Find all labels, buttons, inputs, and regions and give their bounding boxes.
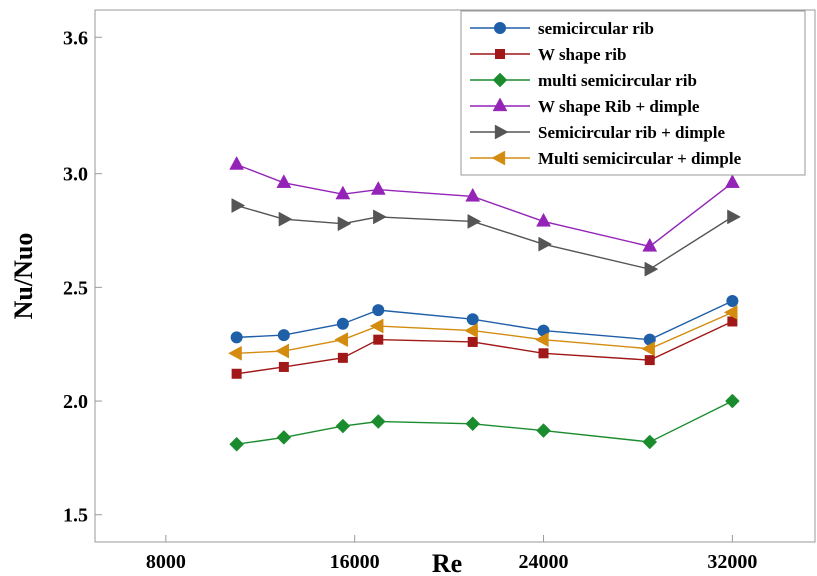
- series-line: [236, 300, 733, 341]
- series-line: [236, 163, 733, 248]
- y-tick-label: 3.0: [63, 164, 88, 186]
- legend-marker: [492, 72, 508, 88]
- data-point: [536, 212, 551, 227]
- series-0: [230, 295, 739, 346]
- data-point: [228, 345, 242, 361]
- data-point: [335, 418, 351, 434]
- data-point: [231, 368, 242, 379]
- series-line: [236, 204, 733, 270]
- data-point: [536, 423, 551, 438]
- data-point: [229, 436, 244, 452]
- plot-frame: [94, 9, 816, 543]
- series-layer: [228, 156, 741, 452]
- data-point: [534, 332, 549, 348]
- legend-label: W shape Rib + dimple: [538, 97, 700, 116]
- data-point: [369, 318, 384, 334]
- data-point: [370, 414, 386, 429]
- data-point: [466, 313, 479, 326]
- x-tick-label: 32000: [707, 551, 757, 573]
- legend: semicircular rib W shape rib multi semicir…: [460, 10, 806, 176]
- data-point: [723, 304, 738, 320]
- x-tick-label: 8000: [146, 551, 186, 573]
- data-point: [231, 198, 246, 213]
- series-line: [236, 400, 733, 445]
- data-point: [373, 209, 387, 225]
- data-point: [538, 236, 553, 252]
- data-point: [467, 214, 482, 229]
- x-axis: 8000 16000 24000 32000: [146, 535, 757, 573]
- data-point: [335, 185, 351, 200]
- legend-label: multi semicircular rib: [538, 71, 697, 90]
- data-point: [465, 416, 481, 432]
- legend-label: W shape rib: [538, 45, 627, 64]
- legend-item: W shape Rib + dimple: [470, 97, 700, 116]
- series-1: [231, 316, 738, 379]
- data-point: [337, 352, 348, 363]
- data-point: [642, 237, 658, 252]
- data-point: [277, 329, 290, 342]
- legend-marker: [494, 124, 509, 140]
- data-point: [726, 295, 739, 308]
- data-point: [465, 187, 481, 202]
- data-point: [373, 334, 384, 345]
- legend-item: Multi semicircular + dimple: [470, 149, 742, 168]
- y-tick-label: 3.6: [63, 27, 88, 49]
- data-point: [464, 323, 478, 338]
- data-point: [644, 261, 659, 277]
- series-3: [229, 156, 740, 252]
- data-point: [230, 331, 243, 344]
- series-line: [236, 311, 733, 354]
- data-point: [229, 156, 245, 170]
- legend-marker: [491, 150, 506, 166]
- data-point: [727, 316, 738, 327]
- x-tick-label: 24000: [519, 551, 569, 573]
- legend-item: Semicircular rib + dimple: [470, 123, 726, 142]
- y-axis: 1.5 2.0 2.5 3.0 3.6: [63, 27, 102, 527]
- legend-item: W shape rib: [470, 45, 627, 64]
- x-axis-label: Re: [432, 549, 462, 576]
- data-point: [538, 348, 549, 359]
- series-line: [236, 320, 733, 375]
- data-point: [644, 355, 655, 366]
- legend-marker: [492, 97, 508, 112]
- data-point: [725, 393, 740, 409]
- data-point: [275, 343, 290, 359]
- data-point: [641, 341, 655, 357]
- series-2: [229, 393, 740, 452]
- data-point: [276, 430, 292, 445]
- legend-label: semicircular rib: [538, 19, 654, 38]
- data-point: [336, 317, 349, 330]
- data-point: [370, 181, 386, 195]
- series-4: [231, 198, 741, 277]
- legend-marker: [495, 49, 505, 59]
- data-point: [642, 434, 658, 450]
- data-point: [278, 361, 289, 372]
- data-point: [276, 174, 292, 188]
- data-point: [278, 211, 293, 227]
- data-point: [467, 336, 478, 347]
- legend-label: Multi semicircular + dimple: [538, 149, 742, 168]
- legend-box: [460, 10, 806, 176]
- data-point: [727, 209, 741, 225]
- y-tick-label: 2.5: [63, 277, 88, 299]
- legend-item: multi semicircular rib: [470, 71, 697, 90]
- legend-item: semicircular rib: [470, 19, 654, 38]
- data-point: [724, 174, 740, 188]
- legend-label: Semicircular rib + dimple: [538, 123, 726, 142]
- x-tick-label: 16000: [330, 551, 380, 573]
- y-axis-label: Nu/Nuo: [9, 233, 38, 320]
- data-point: [337, 216, 352, 232]
- series-5: [228, 304, 738, 361]
- data-point: [372, 304, 385, 317]
- data-point: [334, 332, 349, 348]
- legend-marker: [494, 22, 506, 34]
- y-tick-label: 1.5: [63, 505, 88, 527]
- y-tick-label: 2.0: [63, 391, 88, 413]
